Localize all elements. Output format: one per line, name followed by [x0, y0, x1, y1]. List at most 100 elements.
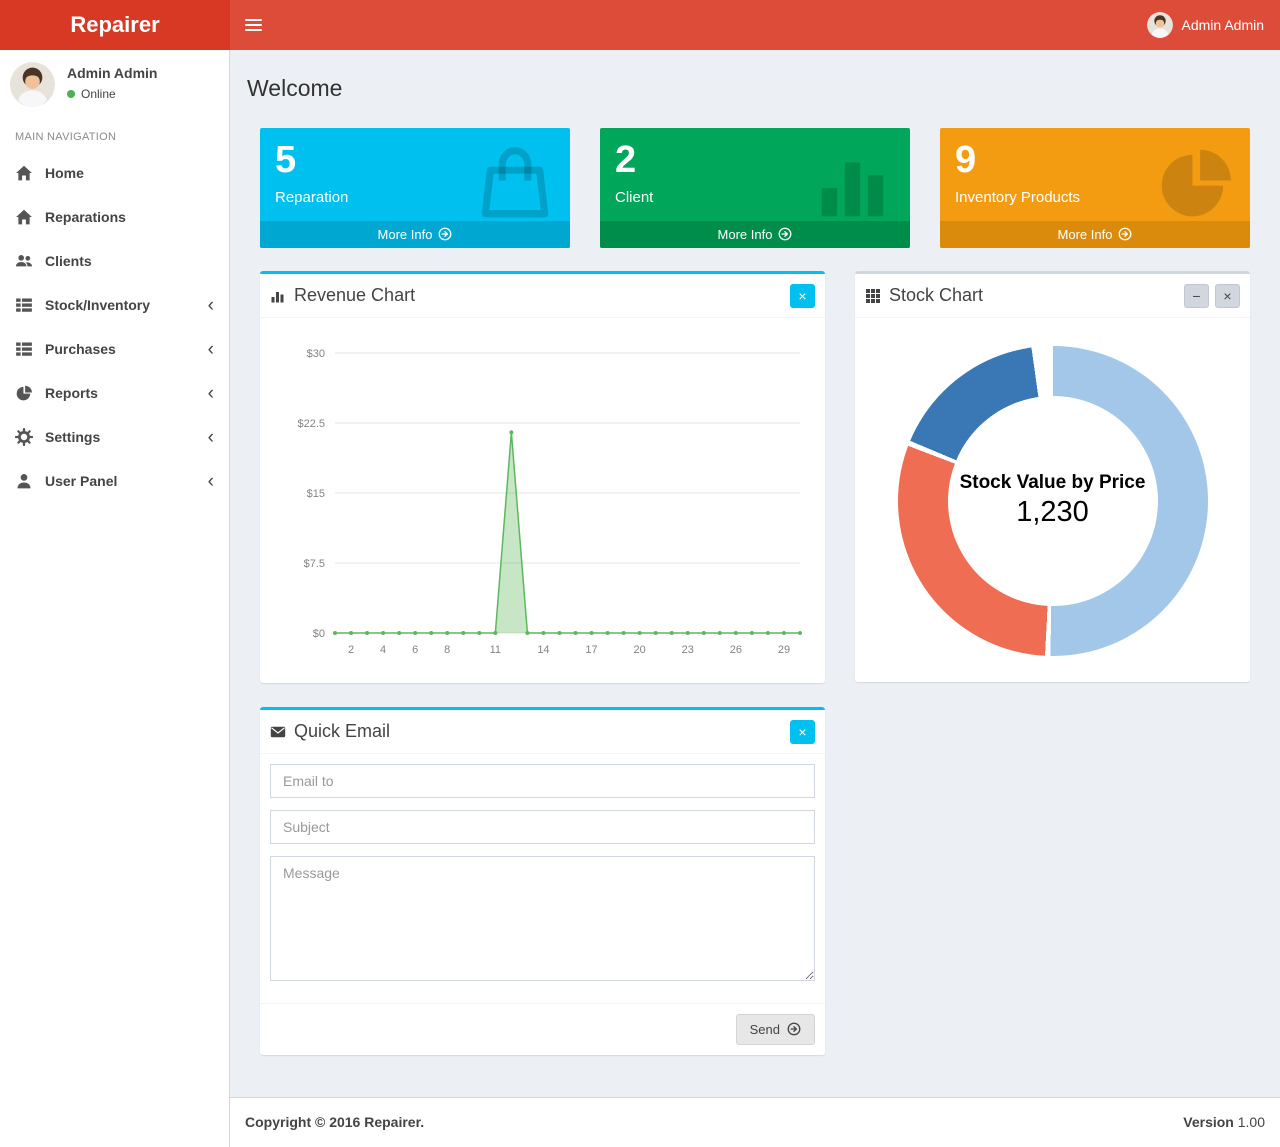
bar-chart-icon — [814, 142, 896, 224]
more-info-link[interactable]: More Info — [940, 220, 1250, 248]
sidebar-item-clients[interactable]: Clients — [0, 239, 229, 283]
send-button[interactable]: Send — [735, 1013, 815, 1045]
sidebar-item-user-panel[interactable]: User Panel ‹ — [0, 459, 229, 503]
version-label: Version — [1183, 1114, 1234, 1130]
subject-input[interactable] — [270, 809, 815, 844]
user-status: Online — [67, 87, 157, 101]
donut-center-value: 1,230 — [1016, 496, 1089, 529]
sidebar-item-label: Clients — [45, 253, 92, 269]
pie-chart-icon — [15, 384, 33, 402]
brand-logo[interactable]: Repairer — [0, 0, 230, 50]
panel-title: Stock Chart — [889, 285, 984, 306]
sidebar-section-header: MAIN NAVIGATION — [15, 131, 117, 143]
sidebar-item-home[interactable]: Home — [0, 151, 229, 195]
arrow-circle-right-icon — [787, 1022, 801, 1036]
svg-text:$7.5: $7.5 — [304, 558, 325, 570]
info-box-reparation: 5 Reparation More Info — [260, 128, 570, 248]
panel-title: Revenue Chart — [294, 285, 416, 306]
th-list-icon — [15, 296, 33, 314]
panel-header: Revenue Chart × — [260, 274, 825, 318]
home-icon — [15, 164, 33, 182]
svg-text:23: 23 — [682, 644, 694, 656]
svg-text:29: 29 — [778, 644, 790, 656]
chevron-left-icon: ‹ — [207, 294, 214, 316]
info-box-label: Client — [615, 188, 654, 206]
svg-text:11: 11 — [490, 644, 501, 656]
svg-text:$0: $0 — [313, 628, 325, 640]
user-avatar-icon — [10, 62, 55, 107]
home-icon — [15, 208, 33, 226]
more-info-label: More Info — [377, 226, 433, 242]
sidebar-item-settings[interactable]: Settings ‹ — [0, 415, 229, 459]
svg-text:$30: $30 — [307, 348, 325, 360]
shopping-bag-icon — [474, 142, 556, 224]
panel-header: Stock Chart − × — [855, 274, 1250, 318]
main-content: Welcome 5 Reparation More Info 2 Client … — [230, 50, 1280, 1097]
sidebar-item-stock-inventory[interactable]: Stock/Inventory ‹ — [0, 283, 229, 327]
donut-center-title: Stock Value by Price — [959, 472, 1146, 494]
version-text: Version 1.00 — [1183, 1114, 1265, 1131]
donut-center: Stock Value by Price 1,230 — [947, 395, 1158, 606]
info-box-value: 5 — [275, 139, 297, 181]
email-form — [260, 754, 825, 1003]
info-box-label: Inventory Products — [955, 188, 1081, 206]
info-box-inventory-products: 9 Inventory Products More Info — [940, 128, 1250, 248]
info-box-row: 5 Reparation More Info 2 Client More Inf… — [245, 128, 1265, 248]
sidebar-item-label: Settings — [45, 429, 101, 445]
svg-text:$22.5: $22.5 — [297, 418, 325, 430]
svg-text:8: 8 — [444, 644, 450, 656]
sidebar-menu: Home Reparations Clients Stock/Inventory… — [0, 151, 229, 503]
chevron-left-icon: ‹ — [207, 470, 214, 492]
user-icon — [15, 472, 33, 490]
version-value: 1.00 — [1237, 1114, 1265, 1130]
email-footer: Send — [260, 1002, 825, 1055]
sidebar-toggle-button[interactable] — [230, 0, 276, 50]
envelope-icon — [270, 724, 286, 740]
sidebar-item-label: Stock/Inventory — [45, 297, 151, 313]
online-status-dot-icon — [67, 90, 75, 98]
close-panel-button[interactable]: × — [1215, 283, 1240, 308]
bar-chart-icon — [270, 288, 286, 304]
svg-text:20: 20 — [634, 644, 646, 656]
sidebar-user-panel: Admin Admin Online — [0, 50, 229, 117]
close-panel-button[interactable]: × — [790, 719, 815, 744]
message-textarea[interactable] — [270, 855, 815, 981]
panel-header: Quick Email × — [260, 710, 825, 754]
sidebar-item-reports[interactable]: Reports ‹ — [0, 371, 229, 415]
more-info-link[interactable]: More Info — [600, 220, 910, 248]
navbar-user-menu[interactable]: Admin Admin — [1131, 0, 1280, 50]
more-info-label: More Info — [717, 226, 773, 242]
email-to-input[interactable] — [270, 763, 815, 798]
arrow-circle-right-icon — [1118, 227, 1132, 241]
sidebar-item-label: User Panel — [45, 473, 118, 489]
svg-text:26: 26 — [730, 644, 742, 656]
pie-chart-icon — [1154, 142, 1236, 224]
close-panel-button[interactable]: × — [790, 283, 815, 308]
user-avatar-icon — [1147, 12, 1173, 38]
arrow-circle-right-icon — [438, 227, 452, 241]
navbar-user-name: Admin Admin — [1181, 17, 1264, 33]
panel-title: Quick Email — [294, 721, 391, 742]
stock-chart-panel: Stock Chart − × Stock Value by Price 1,2… — [855, 270, 1250, 682]
sidebar-item-label: Reports — [45, 385, 98, 401]
revenue-chart-svg: $0 $7.5 $15 $22.5 $30 2 4 6 8 11 14 17 20 23 26 29 — [297, 348, 802, 656]
sidebar-item-purchases[interactable]: Purchases ‹ — [0, 327, 229, 371]
send-label: Send — [749, 1021, 780, 1037]
info-box-value: 9 — [955, 139, 977, 181]
svg-text:6: 6 — [412, 644, 418, 656]
chevron-left-icon: ‹ — [207, 338, 214, 360]
more-info-link[interactable]: More Info — [260, 220, 570, 248]
svg-text:17: 17 — [585, 644, 597, 656]
sidebar-item-reparations[interactable]: Reparations — [0, 195, 229, 239]
sidebar-item-label: Purchases — [45, 341, 116, 357]
svg-text:4: 4 — [380, 644, 386, 656]
info-box-client: 2 Client More Info — [600, 128, 910, 248]
collapse-panel-button[interactable]: − — [1184, 283, 1209, 308]
stock-chart-body: Stock Value by Price 1,230 — [855, 318, 1250, 682]
svg-text:$15: $15 — [307, 488, 325, 500]
stock-donut-chart: Stock Value by Price 1,230 — [897, 345, 1208, 656]
chevron-left-icon: ‹ — [207, 382, 214, 404]
svg-text:14: 14 — [537, 644, 549, 656]
sidebar-item-label: Reparations — [45, 209, 126, 225]
page-footer: Copyright © 2016 Repairer. Version 1.00 — [230, 1097, 1280, 1147]
